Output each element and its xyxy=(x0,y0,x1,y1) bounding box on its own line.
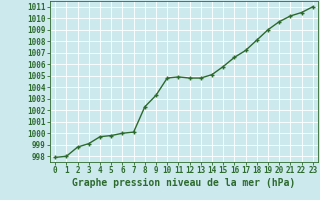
X-axis label: Graphe pression niveau de la mer (hPa): Graphe pression niveau de la mer (hPa) xyxy=(72,178,296,188)
